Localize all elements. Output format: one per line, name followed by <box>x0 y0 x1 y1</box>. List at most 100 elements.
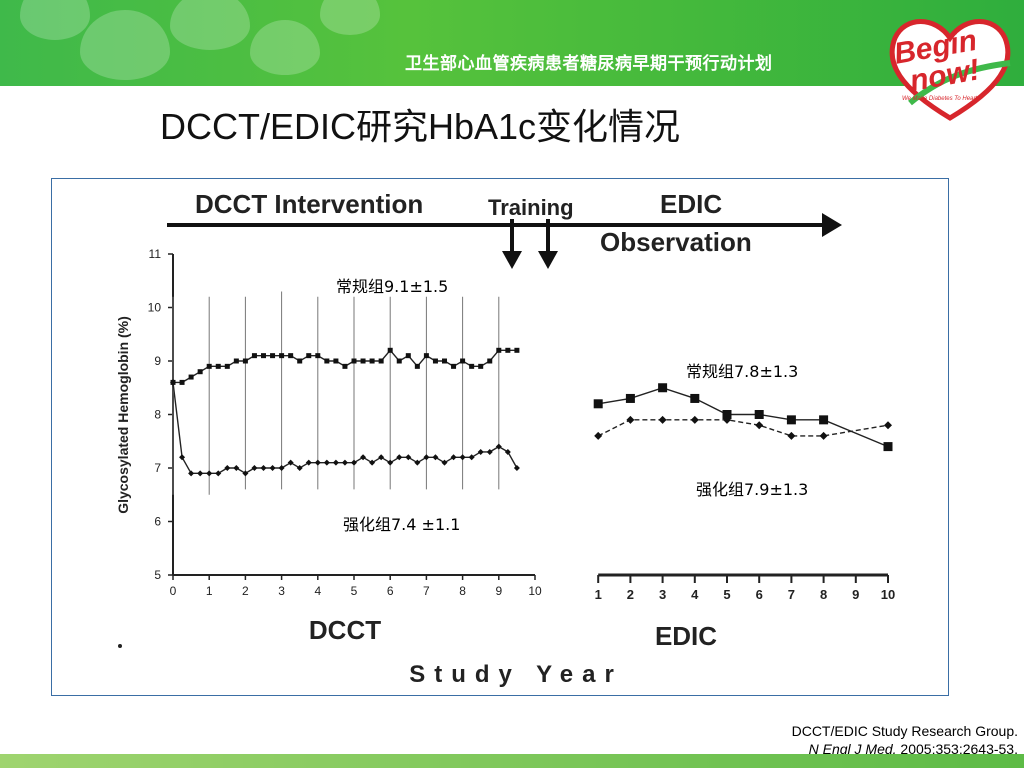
x-tick-label-edic: 10 <box>881 587 895 602</box>
data-point-diamond <box>179 454 186 461</box>
phase-label-training: Training <box>488 195 574 220</box>
data-point-square <box>593 399 603 409</box>
header-banner: 卫生部心血管疾病患者糖尿病早期干预行动计划 <box>0 0 1024 86</box>
x-tick-label-dcct: 5 <box>351 584 358 598</box>
data-point-square <box>206 363 212 369</box>
x-tick-label-edic: 6 <box>756 587 763 602</box>
x-tick-label-dcct: 7 <box>423 584 430 598</box>
data-point-square <box>478 363 484 369</box>
data-point-square <box>197 369 203 375</box>
data-point-diamond <box>332 459 339 466</box>
x-tick-label-edic: 9 <box>852 587 859 602</box>
data-point-square <box>369 358 375 364</box>
data-point-diamond <box>197 470 204 477</box>
data-point-diamond <box>787 431 796 440</box>
data-point-diamond <box>314 459 321 466</box>
data-point-diamond <box>251 465 258 471</box>
data-point-square <box>261 353 266 359</box>
leaf-decoration <box>170 0 250 50</box>
x-tick-label-dcct: 10 <box>528 584 542 598</box>
data-point-square <box>658 383 668 393</box>
data-point-diamond <box>206 470 213 477</box>
data-point-square <box>279 353 285 359</box>
citation: DCCT/EDIC Study Research Group. N Engl J… <box>792 722 1018 758</box>
data-point-square <box>333 358 339 364</box>
x-tick-label-edic: 4 <box>691 587 699 602</box>
data-point-diamond <box>690 415 699 424</box>
x-tick-label-dcct: 1 <box>206 584 213 598</box>
data-point-square <box>215 363 221 369</box>
x-tick-label-edic: 3 <box>659 587 666 602</box>
data-point-diamond <box>626 415 635 424</box>
data-point-diamond <box>215 470 222 477</box>
data-point-diamond <box>378 454 385 461</box>
data-point-diamond <box>450 454 457 461</box>
data-point-diamond <box>441 459 448 466</box>
data-point-square <box>819 415 829 425</box>
data-point-diamond <box>884 421 892 430</box>
data-point-square <box>469 363 475 369</box>
data-point-diamond <box>432 454 439 461</box>
data-point-diamond <box>486 448 493 455</box>
data-point-square <box>786 415 796 425</box>
data-point-diamond <box>233 465 240 471</box>
data-point-square <box>514 347 520 353</box>
data-point-square <box>233 358 239 364</box>
data-point-square <box>722 410 732 419</box>
x-tick-label-dcct: 6 <box>387 584 394 598</box>
data-point-square <box>442 358 447 364</box>
data-point-diamond <box>594 431 603 440</box>
phase-label-intervention: DCCT Intervention <box>195 189 423 219</box>
data-point-square <box>324 358 330 364</box>
data-point-square <box>625 393 635 403</box>
data-point-diamond <box>468 454 475 461</box>
data-point-diamond <box>351 459 357 466</box>
data-point-square <box>505 347 511 353</box>
phase-label-edic: EDIC <box>660 189 722 219</box>
data-point-square <box>306 353 312 359</box>
leaf-decoration <box>20 0 90 40</box>
data-point-diamond <box>224 465 231 471</box>
data-point-diamond <box>658 415 667 424</box>
data-point-diamond <box>369 459 376 466</box>
x-axis-title: Study Year <box>409 661 623 688</box>
training-arrow-head <box>538 251 558 269</box>
data-point-diamond <box>296 465 303 471</box>
data-point-diamond <box>387 459 394 466</box>
leaf-decoration <box>250 20 320 75</box>
data-point-square <box>179 379 185 385</box>
x-tick-label-dcct: 3 <box>278 584 285 598</box>
data-point-diamond <box>260 465 267 471</box>
hba1c-chart: DCCT Intervention Training EDIC Observation… <box>115 189 895 688</box>
x-tick-label-dcct: 9 <box>495 584 502 598</box>
data-point-square <box>270 353 276 359</box>
y-tick-label: 5 <box>154 568 161 582</box>
citation-line-1: DCCT/EDIC Study Research Group. <box>791 723 1018 739</box>
banner-slogan: 卫生部心血管疾病患者糖尿病早期干预行动计划 <box>405 54 773 74</box>
y-axis-label: Glycosylated Hemoglobin (%) <box>115 316 131 514</box>
training-arrow-head <box>502 251 522 269</box>
data-point-square <box>883 442 893 452</box>
y-tick-label: 7 <box>154 461 161 475</box>
data-point-diamond <box>305 459 312 466</box>
data-point-square <box>414 363 420 369</box>
x-tick-label-edic: 7 <box>788 587 795 602</box>
data-point-square <box>405 353 411 359</box>
data-point-square <box>754 410 764 419</box>
x-tick-label-dcct: 4 <box>314 584 321 598</box>
data-point-square <box>451 363 457 369</box>
data-point-square <box>487 358 493 364</box>
data-point-square <box>251 353 257 359</box>
data-point-diamond <box>414 459 421 466</box>
slide-title: DCCT/EDIC研究HbA1c变化情况 <box>160 106 681 147</box>
data-point-diamond <box>495 443 502 450</box>
annotation-int-edic: 强化组7.9±1.3 <box>696 480 808 499</box>
annotation-int-dcct: 强化组7.4 ±1.1 <box>343 515 460 534</box>
y-tick-label: 8 <box>154 408 161 422</box>
y-tick-label: 10 <box>148 301 162 315</box>
data-point-diamond <box>287 459 294 466</box>
data-point-square <box>423 353 429 359</box>
data-point-square <box>351 358 357 364</box>
leaf-decoration <box>80 10 170 80</box>
y-tick-label: 6 <box>154 515 161 529</box>
